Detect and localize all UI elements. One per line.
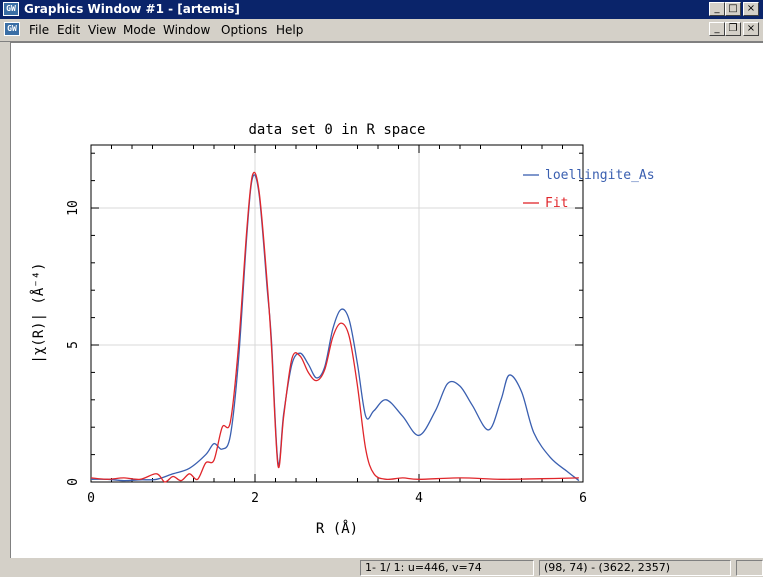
x-tick-label: 0 bbox=[87, 491, 95, 506]
plot-canvas[interactable]: 0 2 4 6 0 5 10 data set 0 in R space R (Å) |χ(… bbox=[10, 42, 763, 559]
child-close-button[interactable]: × bbox=[743, 22, 759, 36]
status-cursor-info: 1- 1/ 1: u=446, v=74 bbox=[360, 560, 534, 576]
x-axis-label: R (Å) bbox=[316, 520, 358, 537]
legend: loellingite_As Fit bbox=[523, 168, 655, 211]
size-grip[interactable] bbox=[736, 560, 763, 576]
app-icon: GW bbox=[3, 2, 19, 16]
menu-help[interactable]: Help bbox=[276, 23, 304, 37]
axis-ticks: 0 2 4 6 0 5 10 bbox=[66, 145, 587, 506]
legend-label: loellingite_As bbox=[545, 168, 655, 183]
chart-title: data set 0 in R space bbox=[248, 122, 425, 138]
y-tick-label: 5 bbox=[66, 341, 81, 349]
menu-bar: GW File Edit View Mode Window Options He… bbox=[0, 19, 763, 42]
status-coords: (98, 74) - (3622, 2357) bbox=[539, 560, 731, 576]
close-button[interactable]: × bbox=[743, 2, 759, 16]
legend-label: Fit bbox=[545, 196, 568, 211]
x-tick-label: 4 bbox=[415, 491, 423, 506]
x-tick-label: 6 bbox=[579, 491, 587, 506]
y-tick-label: 0 bbox=[66, 478, 81, 486]
child-minimize-button[interactable]: _ bbox=[709, 22, 725, 36]
menu-options[interactable]: Options bbox=[221, 23, 268, 37]
minimize-button[interactable]: _ bbox=[709, 2, 725, 16]
y-axis-label: |χ(R)| (Å⁻⁴) bbox=[30, 262, 47, 363]
window-title: Graphics Window #1 - [artemis] bbox=[24, 2, 240, 16]
y-tick-label: 10 bbox=[66, 200, 81, 216]
title-bar[interactable]: GW Graphics Window #1 - [artemis] _ □ × bbox=[0, 0, 763, 19]
menu-window[interactable]: Window bbox=[163, 23, 211, 37]
menu-mode[interactable]: Mode bbox=[123, 23, 156, 37]
menu-file[interactable]: File bbox=[29, 23, 50, 37]
series-group bbox=[90, 171, 580, 483]
series-line-fit bbox=[90, 171, 579, 483]
series-line-data bbox=[90, 174, 580, 482]
grid-lines bbox=[91, 145, 583, 482]
x-tick-label: 2 bbox=[251, 491, 259, 506]
plot-frame bbox=[90, 144, 584, 483]
document-icon[interactable]: GW bbox=[4, 22, 20, 36]
menu-edit[interactable]: Edit bbox=[57, 23, 81, 37]
maximize-button[interactable]: □ bbox=[725, 2, 741, 16]
chart-svg: 0 2 4 6 0 5 10 data set 0 in R space R (Å) |χ(… bbox=[30, 122, 655, 537]
child-restore-button[interactable]: ❐ bbox=[725, 22, 741, 36]
status-bar: 1- 1/ 1: u=446, v=74 (98, 74) - (3622, 2… bbox=[0, 558, 763, 577]
menu-view[interactable]: View bbox=[88, 23, 117, 37]
